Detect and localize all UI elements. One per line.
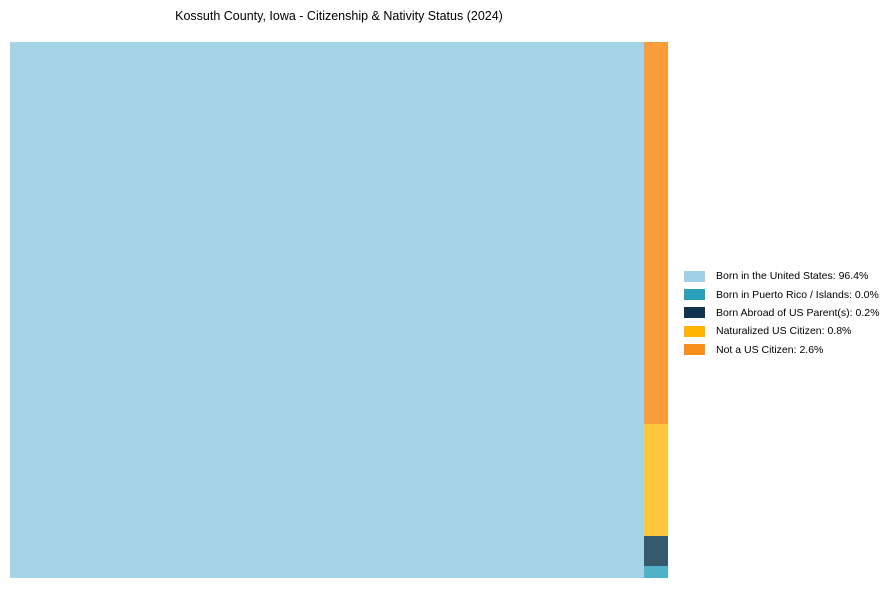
treemap-segment-born-abroad-us-parents — [644, 536, 668, 566]
legend-label-naturalized-us-citizen: Naturalized US Citizen: 0.8% — [716, 325, 852, 338]
legend-swatch-naturalized-us-citizen — [684, 325, 705, 337]
legend-row-born-puerto-rico-islands: Born in Puerto Rico / Islands: 0.0% — [684, 285, 879, 303]
legend-swatch-born-in-us — [684, 270, 705, 282]
legend-label-not-a-us-citizen: Not a US Citizen: 2.6% — [716, 343, 824, 356]
legend-swatch-born-abroad-us-parents — [684, 307, 705, 319]
treemap-segment-naturalized-us-citizen — [644, 424, 668, 536]
legend-label-born-puerto-rico-islands: Born in Puerto Rico / Islands: 0.0% — [716, 288, 879, 301]
legend-label-born-abroad-us-parents: Born Abroad of US Parent(s): 0.2% — [716, 306, 880, 319]
treemap-segment-born-puerto-rico-islands — [644, 566, 668, 578]
legend-row-not-a-us-citizen: Not a US Citizen: 2.6% — [684, 341, 879, 359]
chart-title: Kossuth County, Iowa - Citizenship & Nat… — [175, 9, 503, 23]
legend-row-born-abroad-us-parents: Born Abroad of US Parent(s): 0.2% — [684, 304, 879, 322]
legend-row-born-in-us: Born in the United States: 96.4% — [684, 267, 879, 285]
treemap-segment-not-a-us-citizen — [644, 42, 668, 424]
legend: Born in the United States: 96.4% Born in … — [684, 267, 879, 359]
legend-label-born-in-us: Born in the United States: 96.4% — [716, 270, 869, 283]
legend-row-naturalized-us-citizen: Naturalized US Citizen: 0.8% — [684, 322, 879, 340]
legend-swatch-not-a-us-citizen — [684, 344, 705, 356]
legend-swatch-born-puerto-rico-islands — [684, 289, 705, 301]
treemap-segment-born-in-us — [10, 42, 644, 578]
